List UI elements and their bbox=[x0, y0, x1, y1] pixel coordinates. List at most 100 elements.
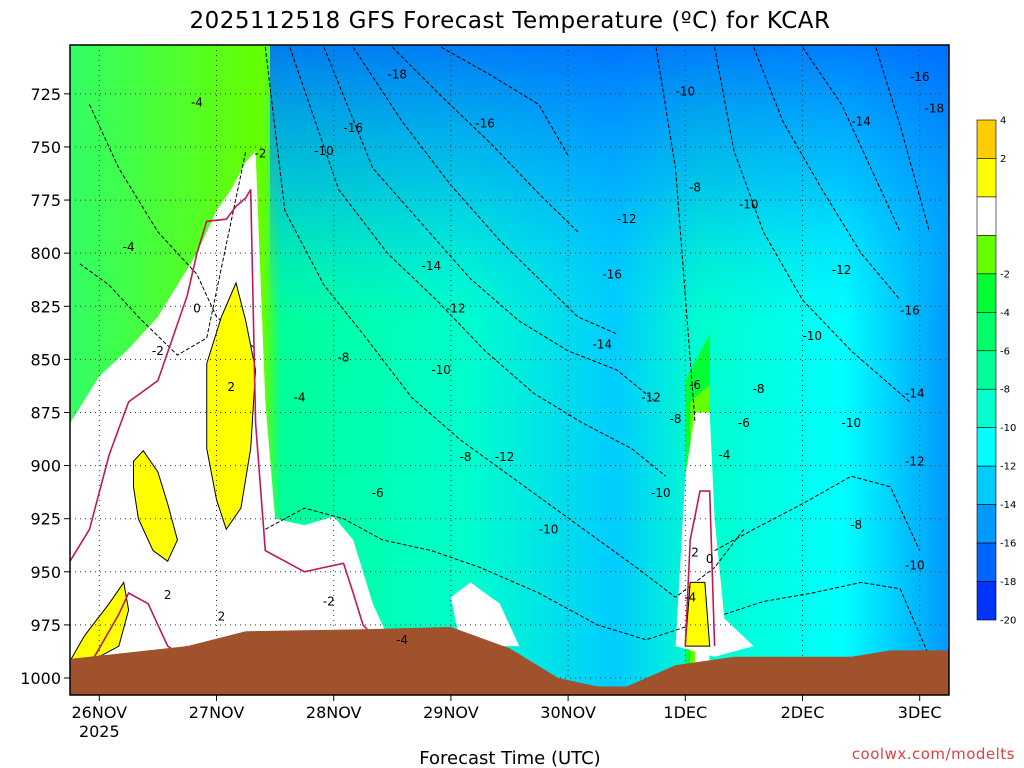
contour-label: -16 bbox=[343, 121, 363, 135]
contour-label: 0 bbox=[193, 301, 201, 315]
x-tick-label: 2DEC bbox=[781, 703, 825, 722]
colorbar-swatch bbox=[976, 350, 997, 390]
contour-label: -10 bbox=[314, 144, 334, 158]
contour-line bbox=[753, 46, 901, 301]
contour-labels: -18 -16 -16 -16 -18 -10 -14 -10 -4 -2 -8 -10 -12 -4 -1… bbox=[123, 68, 945, 647]
contour-line bbox=[724, 581, 930, 657]
contour-label: -4 bbox=[123, 240, 135, 254]
colorbar-swatch bbox=[976, 504, 997, 544]
contour-label: -16 bbox=[910, 70, 930, 84]
contour-label: -10 bbox=[905, 558, 925, 572]
contour-label: -6 bbox=[738, 416, 750, 430]
colorbar-swatch bbox=[976, 196, 997, 236]
contour-label: -8 bbox=[460, 450, 472, 464]
x-tick-label: 30NOV bbox=[540, 703, 596, 722]
contour-label: -10 bbox=[675, 85, 695, 99]
contour-label: -6 bbox=[689, 378, 701, 392]
contour-label: -16 bbox=[900, 304, 920, 318]
colorbar-label: -20 bbox=[1000, 616, 1016, 627]
y-tick-label: 775 bbox=[30, 191, 61, 210]
y-tick-label: 750 bbox=[30, 138, 61, 157]
colorbar-label: 4 bbox=[1000, 116, 1006, 127]
colorbar-swatch bbox=[976, 273, 997, 313]
y-tick-label: 850 bbox=[30, 350, 61, 369]
contour-label: -8 bbox=[337, 350, 349, 364]
colorbar-label: -18 bbox=[1000, 577, 1016, 588]
y-tick-label: 800 bbox=[30, 244, 61, 263]
colorbar-swatch bbox=[976, 465, 997, 505]
colorbar-label: -16 bbox=[1000, 539, 1016, 550]
contour-label: -10 bbox=[842, 416, 862, 430]
contour-label: -10 bbox=[802, 329, 822, 343]
contour-label: -14 bbox=[592, 338, 612, 352]
temperature-region bbox=[132, 449, 178, 562]
colorbar-swatch bbox=[976, 542, 997, 582]
grid-lines bbox=[70, 45, 949, 695]
contour-label: 2 bbox=[227, 380, 235, 394]
y-tick-label: 950 bbox=[30, 563, 61, 582]
contour-label: -12 bbox=[446, 301, 466, 315]
contour-label: -2 bbox=[254, 146, 266, 160]
contour-label: 0 bbox=[706, 552, 714, 566]
x-tick-label: 1DEC bbox=[663, 703, 707, 722]
freezing-lines bbox=[70, 189, 716, 662]
contour-label: -10 bbox=[739, 197, 759, 211]
contour-line bbox=[79, 151, 247, 356]
x-tick-sublabel: 2025 bbox=[79, 722, 120, 741]
contour-lines bbox=[79, 46, 930, 657]
contour-label: -16 bbox=[475, 117, 495, 131]
colorbar-label: -8 bbox=[1000, 385, 1010, 396]
contour-label: -8 bbox=[850, 518, 862, 532]
contour-label: -4 bbox=[718, 448, 730, 462]
colorbar: 4 2 -2 -4 -6 -8 -10 -12 -14 -16 -18 -20 bbox=[976, 116, 1016, 627]
contour-label: -4 bbox=[396, 633, 408, 647]
contour-line bbox=[440, 46, 569, 156]
contour-label: -4 bbox=[684, 590, 696, 604]
freezing-line bbox=[70, 189, 252, 562]
contour-label: -10 bbox=[651, 486, 671, 500]
contour-label: -12 bbox=[641, 391, 661, 405]
contour-label: -14 bbox=[905, 386, 925, 400]
contour-label: -6 bbox=[372, 486, 384, 500]
contour-label: -12 bbox=[495, 450, 515, 464]
contour-line bbox=[714, 475, 921, 552]
y-tick-label: 1000 bbox=[20, 669, 61, 688]
contour-label: -18 bbox=[925, 102, 945, 116]
colorbar-label: 2 bbox=[1000, 154, 1006, 165]
colorbar-swatch bbox=[976, 235, 997, 275]
credit-text: coolwx.com/modelts bbox=[852, 745, 1015, 763]
colorbar-label: -12 bbox=[1000, 462, 1016, 473]
y-axis: 725 750 775 800 825 850 875 900 925 950 975 1000 bbox=[20, 85, 70, 688]
contour-label: -8 bbox=[670, 412, 682, 426]
colorbar-label: -14 bbox=[1000, 500, 1016, 511]
colorbar-swatch bbox=[976, 581, 997, 621]
freezing-line bbox=[249, 189, 374, 637]
colorbar-swatch bbox=[976, 158, 997, 198]
colorbar-label: -4 bbox=[1000, 308, 1010, 319]
y-tick-label: 900 bbox=[30, 457, 61, 476]
contour-label: -16 bbox=[602, 267, 622, 281]
freezing-line bbox=[684, 490, 716, 647]
contour-label: -4 bbox=[294, 391, 306, 405]
y-tick-label: 875 bbox=[30, 403, 61, 422]
contour-line bbox=[289, 46, 667, 477]
colorbar-swatch bbox=[976, 312, 997, 352]
contour-label: 2 bbox=[164, 588, 172, 602]
y-tick-label: 925 bbox=[30, 510, 61, 529]
contour-label: -2 bbox=[323, 595, 335, 609]
temperature-region bbox=[684, 581, 711, 647]
contour-line bbox=[875, 46, 930, 233]
terrain-fill bbox=[70, 627, 949, 695]
contour-label: -8 bbox=[689, 180, 701, 194]
contour-line bbox=[391, 46, 579, 233]
contour-label: 2 bbox=[218, 609, 226, 623]
colorbar-swatch bbox=[976, 119, 997, 159]
plot-frame bbox=[69, 44, 950, 696]
y-tick-label: 725 bbox=[30, 85, 61, 104]
contour-line bbox=[264, 47, 745, 598]
colorbar-label: -6 bbox=[1000, 346, 1010, 357]
contour-label: -12 bbox=[905, 454, 925, 468]
contour-label: -10 bbox=[431, 363, 451, 377]
